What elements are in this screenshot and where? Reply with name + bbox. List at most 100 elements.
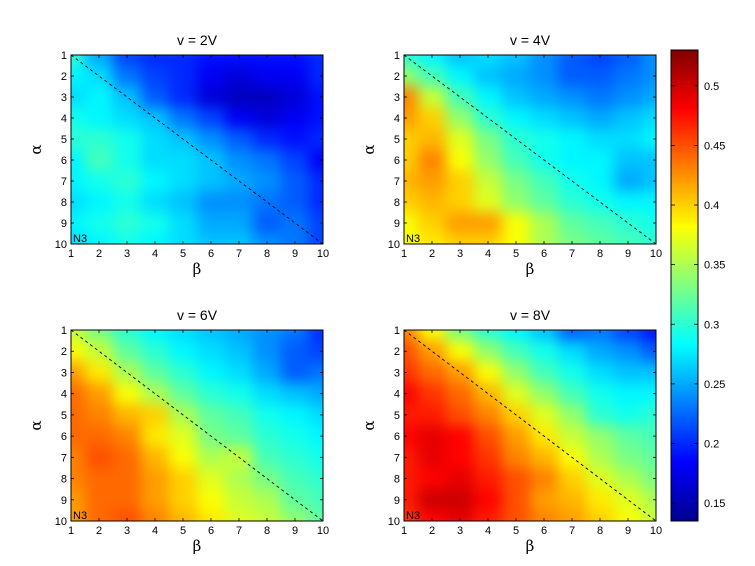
heatmap-cell	[71, 128, 86, 151]
heatmap-cell	[141, 149, 170, 172]
heatmap-cell	[530, 191, 559, 214]
heatmap-cell	[281, 212, 310, 235]
heatmap-cell	[586, 55, 615, 67]
x-tick-label: 4	[152, 525, 158, 537]
colorbar-tick-label: 0.35	[704, 260, 725, 272]
heatmap-cell	[169, 330, 198, 342]
x-tick-label: 4	[485, 525, 491, 537]
heatmap-cell	[197, 233, 226, 244]
heatmap-cell	[530, 340, 559, 363]
heatmap-cell	[71, 425, 86, 448]
heatmap-cell	[309, 212, 323, 235]
heatmap-cell	[530, 446, 559, 469]
heatmap-cell	[530, 86, 559, 109]
heatmap-cell	[404, 86, 419, 109]
panel-title: v = 2V	[177, 32, 218, 48]
heatmap-cell	[169, 55, 198, 67]
heatmap-cell	[502, 510, 531, 521]
heatmap-cell	[474, 510, 503, 521]
heatmap-cell	[113, 383, 142, 406]
heatmap-cell	[169, 191, 198, 214]
heatmap-cell	[169, 467, 198, 490]
heatmap-cell	[558, 383, 587, 406]
heatmap-cell	[474, 404, 503, 427]
heatmap-cell	[71, 446, 86, 469]
x-axis-label: β	[526, 260, 535, 278]
heatmap-cell	[404, 212, 419, 235]
x-tick-label: 6	[208, 248, 214, 260]
heatmap-cell	[586, 404, 615, 427]
heatmap-cell	[558, 340, 587, 363]
heatmap-cell	[169, 170, 198, 193]
y-tick-label: 5	[61, 134, 67, 146]
heatmap-cell	[418, 330, 447, 342]
heatmap-cell	[558, 55, 587, 67]
heatmap-cell	[530, 128, 559, 151]
y-tick-label: 8	[394, 474, 400, 486]
heatmap-cell	[502, 467, 531, 490]
heatmap-cell	[502, 86, 531, 109]
heatmap-cell	[614, 128, 643, 151]
heatmap-cell	[225, 489, 254, 512]
heatmap-cell	[85, 425, 114, 448]
heatmap-cell	[502, 330, 531, 342]
y-tick-label: 1	[394, 50, 400, 62]
heatmap-cell	[141, 383, 170, 406]
heatmap-cell	[418, 510, 447, 521]
heatmap-cell	[404, 404, 419, 427]
heatmap-cell	[614, 446, 643, 469]
heatmap-cell	[309, 330, 323, 342]
x-tick-label: 3	[124, 248, 130, 260]
heatmap-cell	[169, 340, 198, 363]
heatmap-cell	[642, 489, 656, 512]
heatmap-cell	[225, 340, 254, 363]
heatmap-cell	[309, 55, 323, 67]
heatmap-cell	[85, 446, 114, 469]
heatmap-cell	[404, 233, 419, 244]
heatmap-cell	[404, 107, 419, 130]
x-tick-label: 10	[317, 248, 329, 260]
heatmap-cell	[530, 65, 559, 88]
panel-title: v = 4V	[510, 32, 551, 48]
heatmap-cell	[281, 149, 310, 172]
heatmap-cell	[225, 191, 254, 214]
heatmap-cell	[614, 467, 643, 490]
y-tick-label: 8	[61, 197, 67, 209]
heatmap-cell	[85, 383, 114, 406]
y-tick-label: 1	[394, 325, 400, 337]
heatmap-cell	[197, 191, 226, 214]
heatmap-cell	[225, 510, 254, 521]
heatmap-cell	[446, 55, 475, 67]
heatmap-cell	[85, 330, 114, 342]
heatmap-cell	[474, 55, 503, 67]
heatmap-cell	[586, 425, 615, 448]
heatmap-cell	[474, 361, 503, 384]
heatmap-cell	[502, 65, 531, 88]
heatmap-cell	[474, 128, 503, 151]
heatmap-cell	[404, 191, 419, 214]
y-tick-label: 2	[394, 346, 400, 358]
y-tick-label: 6	[61, 155, 67, 167]
heatmap-cell	[558, 330, 587, 342]
heatmap-cell	[281, 425, 310, 448]
heatmap-cell	[446, 510, 475, 521]
x-axis-label: β	[526, 537, 535, 555]
y-tick-label: 10	[388, 516, 400, 528]
heatmap-cell	[253, 340, 282, 363]
heatmap-cell	[418, 446, 447, 469]
heatmap-cell	[197, 383, 226, 406]
x-tick-label: 9	[292, 248, 298, 260]
heatmap-cell	[309, 191, 323, 214]
colorbar-tick-label: 0.2	[704, 438, 719, 450]
heatmap-cell	[281, 191, 310, 214]
heatmap-cell	[309, 446, 323, 469]
heatmap-cell	[309, 425, 323, 448]
y-tick-label: 2	[61, 71, 67, 83]
y-tick-label: 7	[61, 176, 67, 188]
heatmap-cell	[530, 489, 559, 512]
y-tick-label: 5	[394, 134, 400, 146]
heatmap-cell	[474, 86, 503, 109]
heatmap-cell	[197, 55, 226, 67]
heatmap-cell	[85, 128, 114, 151]
heatmap-cell	[169, 212, 198, 235]
